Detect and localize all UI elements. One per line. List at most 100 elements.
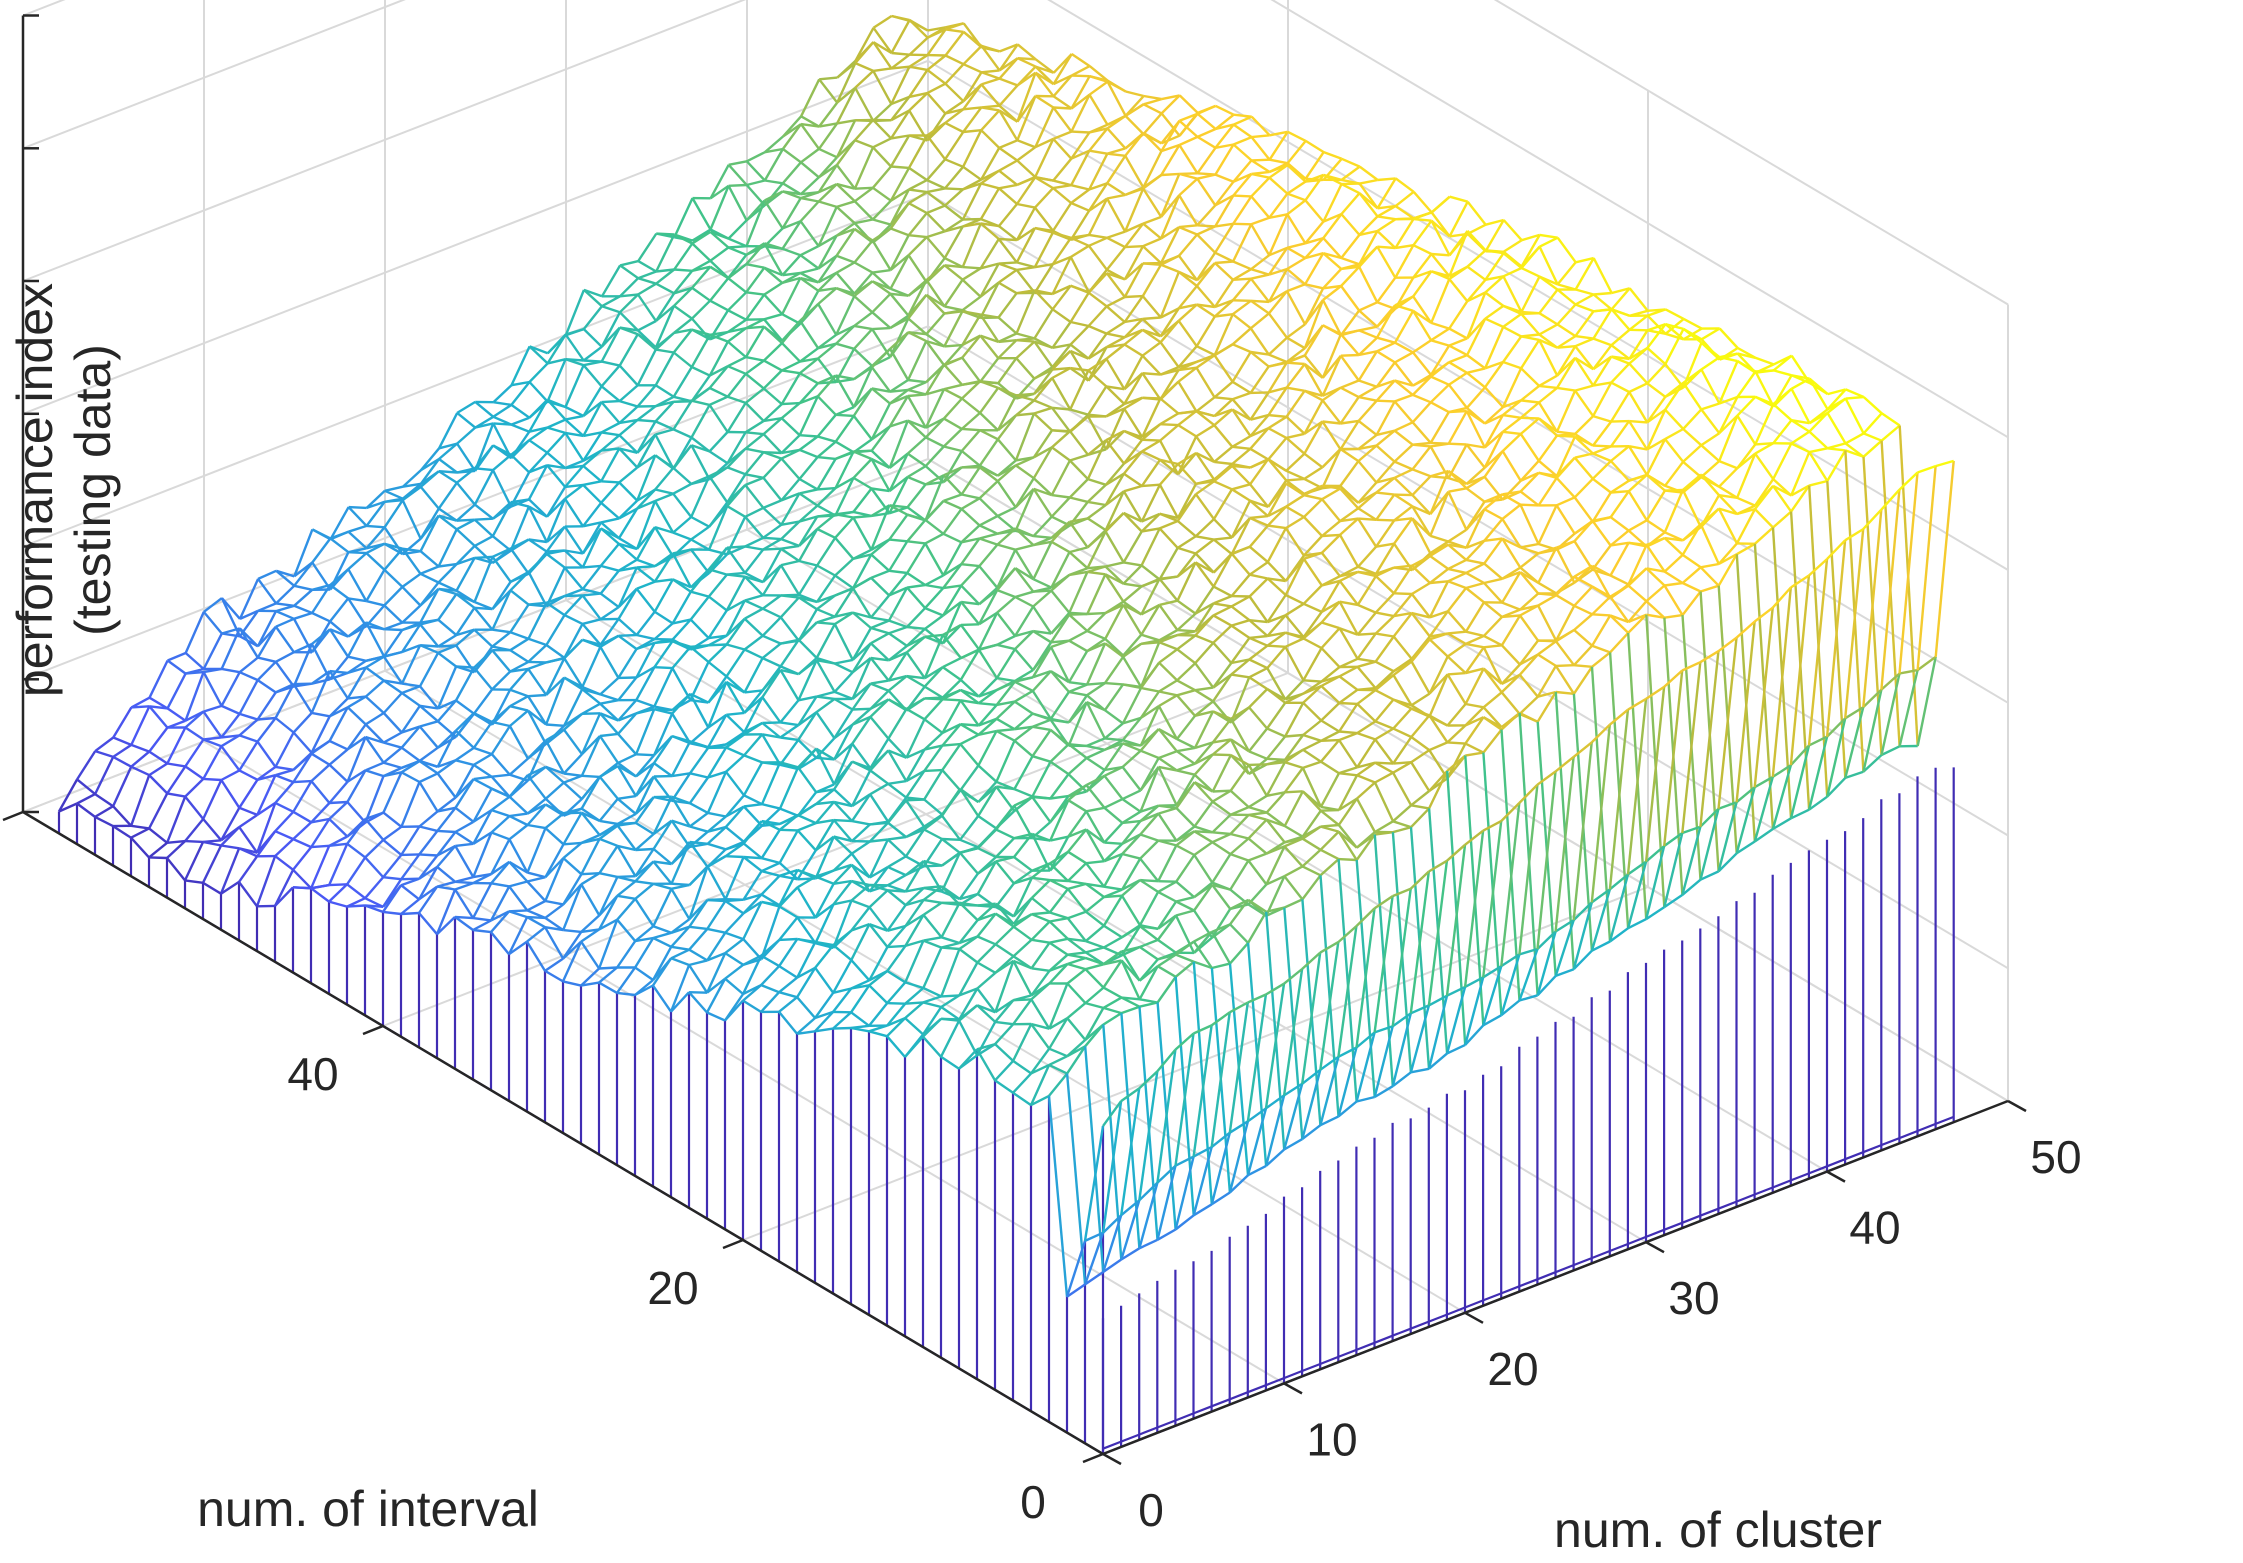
mesh-edge xyxy=(1032,725,1051,732)
mesh-edge xyxy=(995,740,1016,783)
mesh-edge xyxy=(1085,784,1106,809)
mesh-edge xyxy=(293,528,314,577)
mesh-edge xyxy=(1212,624,1233,644)
mesh-edge xyxy=(1232,172,1252,183)
mesh-edge xyxy=(690,538,710,551)
mesh-edge xyxy=(977,704,998,727)
mesh-edge xyxy=(761,733,782,766)
mesh-edge xyxy=(672,531,692,541)
curtain-line xyxy=(1464,1299,1484,1309)
mesh-edge xyxy=(617,567,638,608)
mesh-edge xyxy=(999,43,1019,53)
mesh-edge xyxy=(1285,593,1305,605)
mesh-edge xyxy=(563,753,583,775)
mesh-edge xyxy=(1501,537,1521,549)
mesh-edge xyxy=(981,106,1000,112)
mesh-edge xyxy=(490,831,510,841)
mesh-edge xyxy=(961,427,980,432)
mesh-edge xyxy=(1268,213,1289,256)
mesh-edge xyxy=(1230,595,1251,608)
mesh-edge xyxy=(1664,438,1685,463)
mesh-edge xyxy=(1591,460,1612,480)
mesh-edge xyxy=(1159,380,1180,400)
mesh-edge xyxy=(1538,339,1559,377)
mesh-edge xyxy=(671,734,691,743)
mesh-edge xyxy=(1537,504,1558,545)
mesh-edge xyxy=(1266,594,1287,623)
mesh-edge xyxy=(1520,245,1541,269)
curtain-line xyxy=(1446,1306,1466,1316)
mesh-edge xyxy=(1483,562,1503,580)
mesh-edge xyxy=(870,682,890,692)
mesh-edge xyxy=(799,488,818,495)
mesh-edge xyxy=(1574,337,1594,348)
mesh-edge xyxy=(817,333,837,350)
mesh-edge xyxy=(907,393,927,398)
mesh-edge xyxy=(763,417,782,423)
mesh-edge xyxy=(745,325,765,330)
mesh-edge xyxy=(1266,735,1287,760)
mesh-edge xyxy=(1285,482,1305,497)
mesh-edge xyxy=(275,768,294,777)
mesh-edge xyxy=(890,66,911,105)
mesh-edge xyxy=(634,708,656,755)
mesh-edge xyxy=(1122,742,1142,752)
mesh-edge xyxy=(944,63,965,85)
mesh-edge xyxy=(526,899,546,912)
mesh-edge xyxy=(436,807,457,832)
mesh-edge xyxy=(167,651,187,662)
mesh-edge xyxy=(923,885,942,890)
mesh-edge xyxy=(581,565,602,590)
mesh-edge xyxy=(1430,361,1450,378)
mesh-edge xyxy=(796,1017,816,1035)
mesh-edge xyxy=(563,614,584,625)
mesh-edge xyxy=(1142,132,1163,152)
mesh-edge xyxy=(656,268,675,273)
mesh-edge xyxy=(1448,327,1468,340)
mesh-edge xyxy=(778,991,798,999)
mesh-edge xyxy=(781,520,800,526)
mesh-edge xyxy=(979,429,999,441)
mesh-edge xyxy=(1050,540,1071,554)
mesh-edge xyxy=(943,493,963,503)
mesh-edge xyxy=(582,480,602,487)
mesh-edge xyxy=(1322,252,1342,260)
mesh-edge xyxy=(1483,508,1503,521)
mesh-edge xyxy=(527,876,546,883)
mesh-edge xyxy=(1104,573,1125,603)
mesh-edge xyxy=(743,733,764,757)
mesh-edge xyxy=(1122,604,1143,636)
mesh-edge xyxy=(763,199,784,230)
mesh-edge xyxy=(1502,416,1522,433)
mesh-edge xyxy=(510,423,530,433)
mesh-edge xyxy=(1103,775,1124,800)
mesh-edge xyxy=(761,669,782,698)
mesh-edge xyxy=(1267,362,1288,394)
mesh-edge xyxy=(311,817,330,824)
mesh-edge xyxy=(924,388,946,429)
mesh-edge xyxy=(816,487,837,507)
mesh-edge xyxy=(939,1020,961,1058)
curtain-line xyxy=(1428,1313,1448,1323)
mesh-edge xyxy=(1231,327,1252,346)
mesh-edge xyxy=(655,268,675,285)
mesh-edge xyxy=(1304,252,1325,285)
mesh-edge xyxy=(419,572,440,584)
mesh-edge xyxy=(815,788,835,805)
mesh-edge xyxy=(1501,493,1522,506)
mesh-edge xyxy=(1032,429,1053,458)
mesh-edge xyxy=(616,824,637,851)
mesh-edge xyxy=(1158,806,1177,815)
mesh-edge xyxy=(256,610,278,647)
mesh-edge xyxy=(1176,612,1197,631)
mesh-edge xyxy=(257,602,277,612)
mesh-edge xyxy=(978,589,998,606)
mesh-edge xyxy=(563,688,584,727)
mesh-edge xyxy=(1211,789,1232,803)
mesh-edge xyxy=(1376,177,1397,209)
mesh-edge xyxy=(890,53,911,70)
grid-line xyxy=(1047,0,2009,571)
mesh-edge xyxy=(725,576,746,611)
mesh-edge xyxy=(1086,504,1107,520)
mesh-edge xyxy=(1592,452,1612,463)
